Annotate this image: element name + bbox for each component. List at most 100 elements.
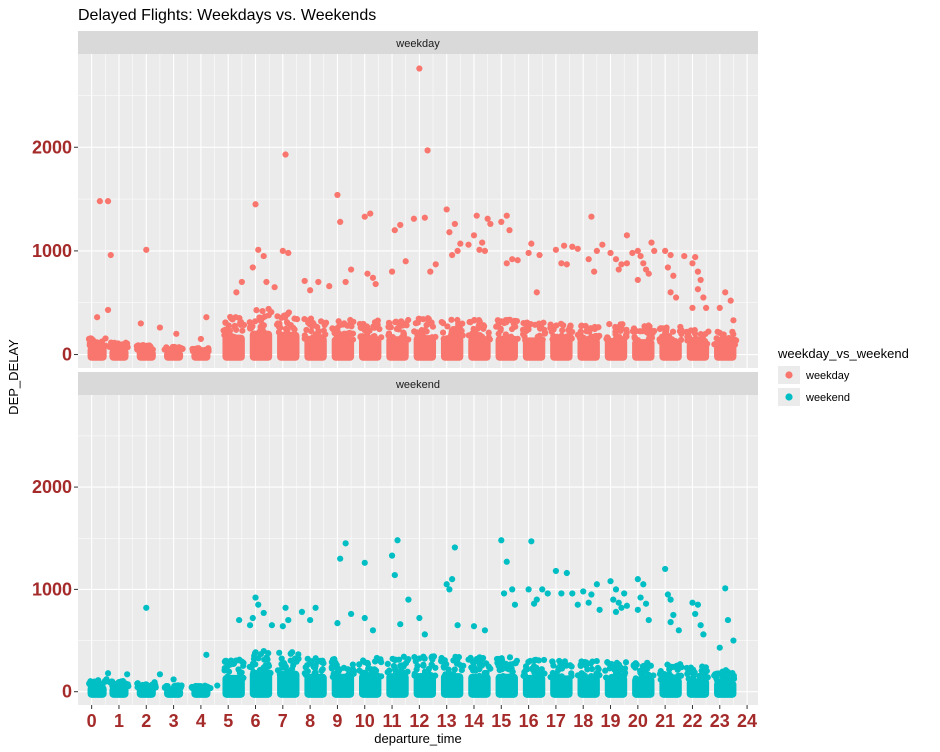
panel-strip-label-weekday: weekday [395,38,440,50]
data-point [697,622,704,629]
data-point [593,247,600,254]
data-point [395,326,402,333]
data-point [730,317,737,324]
data-point [714,328,721,335]
data-point [533,289,540,296]
data-point [664,264,671,271]
panel-weekend: weekend [78,372,758,705]
data-point [644,325,651,332]
data-point [644,659,651,666]
data-point [660,334,667,342]
data-point [349,661,356,668]
data-point [329,656,337,663]
data-point [467,319,474,326]
x-tick-label: 13 [437,711,457,731]
data-point [596,606,603,613]
data-point [722,289,729,296]
data-point [378,334,385,341]
data-point [550,662,557,669]
point-cluster [577,675,600,698]
data-point [388,268,396,275]
data-point [689,599,696,606]
x-tick-label: 5 [223,711,233,731]
point-cluster [222,674,245,698]
data-point [285,616,292,624]
data-point [610,596,617,603]
data-point [559,327,566,334]
data-point [308,328,315,335]
point-cluster [495,673,518,698]
data-point [640,260,647,267]
data-point [151,679,158,686]
data-point [693,335,700,342]
data-point [225,668,233,675]
data-point [420,653,427,660]
data-point [540,656,548,664]
data-point [306,321,313,328]
x-axis-ticks: 0 1 2 3 4 5 6 7 8 9 10 11 12 13 14 15 16 17 18 19 20 21 22 23 24 [87,705,757,731]
data-point [473,212,480,219]
data-point [522,337,529,344]
data-point [276,649,283,656]
data-point [284,311,291,318]
data-point [443,581,450,588]
data-point [424,320,432,327]
data-point [547,321,554,328]
point-cluster [632,676,655,698]
data-point [307,287,314,294]
data-point [143,246,150,253]
data-point [671,663,678,670]
data-point [363,334,370,341]
data-point [506,654,514,661]
data-point [290,331,298,338]
data-point [606,321,613,328]
data-point [612,256,620,263]
data-point [672,294,680,301]
data-point [156,324,164,331]
data-point [115,679,122,686]
data-point [370,333,377,340]
data-point [729,328,736,335]
x-tick-label: 16 [519,711,539,731]
data-point [250,655,258,663]
point-cluster [714,342,737,361]
y-tick-label: 1000 [32,241,72,261]
data-point [255,246,262,253]
point-cluster [550,675,573,698]
data-point [425,315,432,323]
point-cluster [413,673,437,698]
data-point [578,322,585,329]
data-point [394,537,401,544]
data-point [137,320,144,327]
data-point [697,276,704,284]
data-point [203,314,210,321]
data-point [487,665,494,672]
data-point [607,578,614,585]
data-point [356,667,363,674]
x-tick-label: 11 [383,711,402,731]
data-point [195,345,202,352]
data-point [700,631,707,638]
data-point [410,215,418,222]
data-point [639,663,646,670]
y-axis-ticks: 0 1000 2000 0 1000 2000 [32,137,78,702]
data-point [676,328,684,335]
point-cluster [87,684,107,698]
data-point [632,660,639,667]
chart-title: Delayed Flights: Weekdays vs. Weekends [78,7,376,24]
data-point [503,558,510,565]
data-point [520,672,527,679]
data-point [657,325,664,332]
data-point [384,660,391,667]
data-point [719,671,727,678]
data-point [612,671,619,678]
data-point [318,673,325,680]
data-point [615,666,622,674]
data-point [396,671,404,678]
data-point [421,214,428,221]
data-point [392,318,400,325]
data-point [642,600,650,607]
data-point [670,272,677,279]
data-point [249,614,256,622]
data-point [563,569,570,577]
